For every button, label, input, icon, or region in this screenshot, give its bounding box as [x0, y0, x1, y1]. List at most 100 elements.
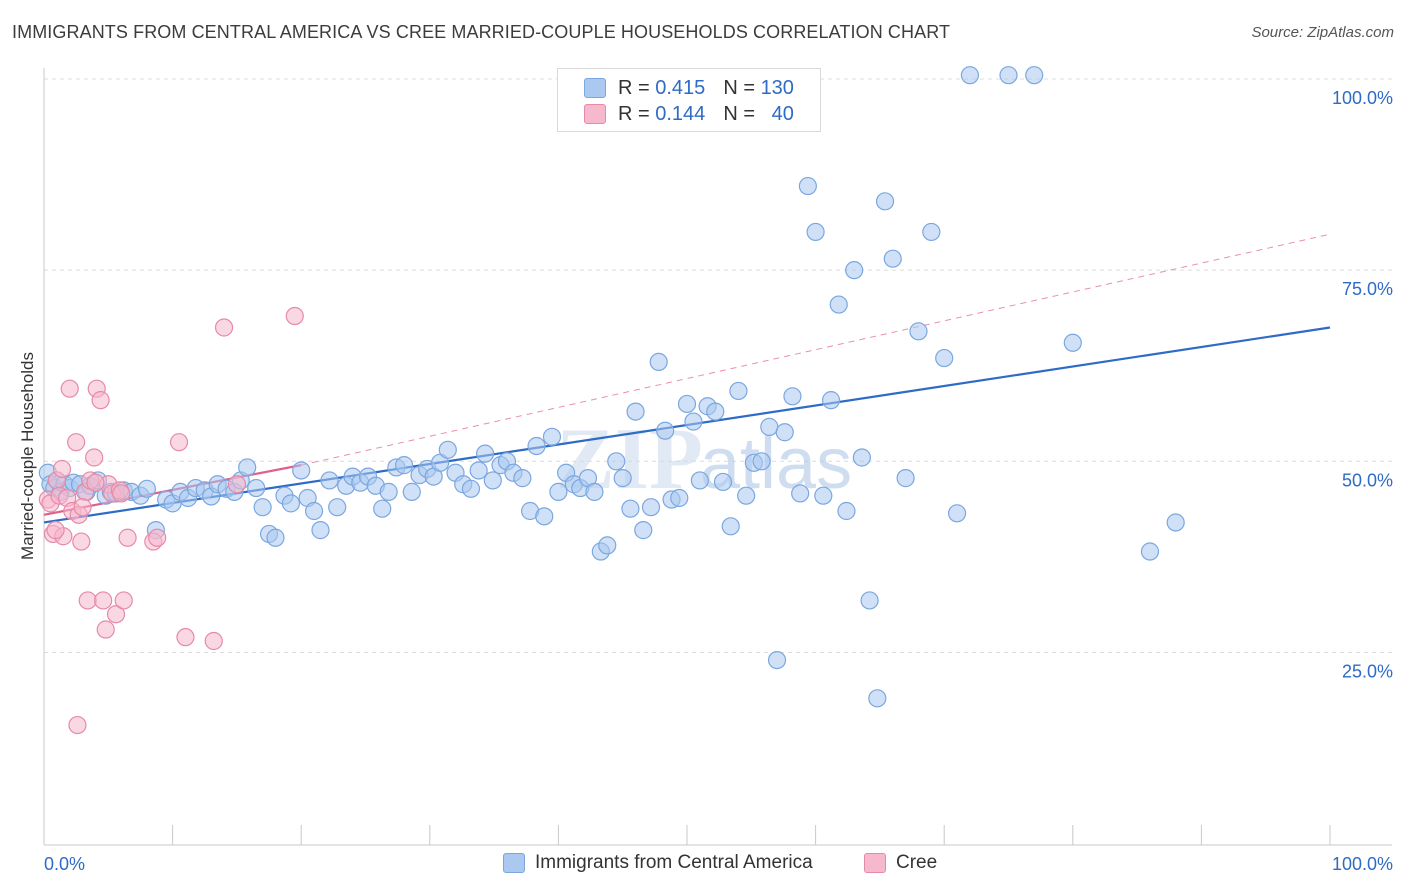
- point-central-america-40: [304, 501, 324, 521]
- point-central-america-96: [713, 472, 733, 492]
- legend-n-value: 40: [771, 102, 794, 125]
- point-central-america-64: [483, 471, 502, 490]
- point-central-america-98: [729, 381, 748, 401]
- point-central-america-120: [909, 322, 928, 341]
- point-central-america-32: [247, 478, 266, 498]
- point-cree-24: [114, 591, 133, 610]
- point-central-america-126: [1025, 66, 1044, 85]
- point-central-america-33: [253, 498, 272, 517]
- point-cree-32: [227, 475, 246, 494]
- series-name: Immigrants from Central America: [535, 852, 813, 873]
- point-central-america-53: [402, 482, 421, 501]
- point-central-america-112: [837, 501, 856, 521]
- point-cree-13: [78, 591, 97, 610]
- point-central-america-129: [1166, 513, 1185, 532]
- correlation-legend: R = 0.415 N = 130 R = 0.144 N = 40: [557, 68, 821, 132]
- point-cree-35: [52, 459, 72, 479]
- point-central-america-92: [684, 412, 703, 431]
- legend-r-value: 0.144: [655, 102, 706, 125]
- point-central-america-93: [690, 471, 709, 490]
- point-central-america-52: [394, 456, 414, 475]
- point-central-america-38: [292, 461, 311, 480]
- point-cree-31: [214, 318, 234, 337]
- point-cree-17: [91, 391, 110, 410]
- point-cree-18: [94, 591, 113, 610]
- point-central-america-105: [783, 387, 802, 406]
- point-central-america-111: [829, 295, 848, 314]
- series-legend: Immigrants from Central America Cree: [0, 852, 1406, 878]
- legend-r-value: 0.415: [655, 76, 706, 99]
- point-central-america-106: [791, 484, 810, 503]
- point-central-america-63: [475, 444, 495, 463]
- legend-row-pink: R = 0.144 N = 40: [584, 102, 794, 126]
- point-central-america-62: [469, 461, 488, 480]
- point-central-america-50: [379, 482, 398, 501]
- point-central-america-125: [999, 66, 1018, 85]
- y-tick-label-3: 100.0%: [1332, 88, 1393, 108]
- point-central-america-35: [266, 528, 285, 547]
- series-legend-item-blue: Immigrants from Central America: [503, 852, 813, 874]
- point-cree-15: [85, 448, 104, 467]
- point-central-america-110: [821, 391, 841, 410]
- legend-row-blue: R = 0.415 N = 130: [584, 76, 794, 100]
- point-central-america-70: [527, 436, 546, 456]
- legend-n-label: N =: [723, 102, 755, 125]
- point-central-america-114: [852, 448, 871, 467]
- x-tick-label-0: 0.0%: [44, 854, 85, 874]
- point-central-america-91: [677, 394, 697, 414]
- point-cree-29: [176, 628, 195, 647]
- legend-n-value: 130: [760, 76, 794, 99]
- point-central-america-81: [607, 452, 626, 471]
- point-central-america-119: [896, 469, 915, 488]
- point-cree-33: [285, 306, 304, 326]
- point-central-america-127: [1063, 333, 1082, 352]
- point-central-america-84: [626, 402, 645, 421]
- point-central-america-128: [1140, 542, 1160, 561]
- point-central-america-80: [598, 536, 617, 555]
- series-swatch-blue: [503, 853, 525, 873]
- legend-n-label: N =: [723, 76, 755, 99]
- point-cree-39: [112, 484, 131, 503]
- grid-lines: [44, 78, 1392, 653]
- source-label: Source: ZipAtlas.com: [1251, 24, 1394, 41]
- point-central-america-118: [883, 249, 902, 268]
- point-central-america-101: [752, 452, 771, 471]
- point-cree-9: [67, 433, 86, 452]
- y-tick-label-2: 75.0%: [1342, 279, 1393, 299]
- point-central-america-109: [814, 486, 833, 505]
- point-central-america-95: [706, 402, 725, 421]
- point-central-america-99: [737, 486, 756, 505]
- point-cree-38: [86, 473, 105, 492]
- point-central-america-31: [238, 458, 257, 477]
- point-cree-27: [148, 528, 167, 547]
- data-points: [38, 66, 1185, 735]
- point-central-america-123: [947, 504, 967, 523]
- point-central-america-90: [670, 488, 689, 508]
- point-central-america-18: [137, 479, 156, 498]
- point-cree-19: [96, 620, 115, 639]
- point-central-america-88: [656, 421, 675, 440]
- point-cree-30: [204, 631, 223, 651]
- point-central-america-121: [922, 222, 941, 242]
- point-central-america-82: [613, 469, 632, 488]
- point-central-america-68: [513, 469, 532, 488]
- point-central-america-61: [461, 479, 481, 498]
- point-cree-36: [73, 498, 92, 517]
- point-central-america-87: [649, 352, 668, 372]
- point-central-america-58: [438, 440, 457, 459]
- legend-r-label: R =: [618, 76, 650, 99]
- point-cree-7: [60, 379, 79, 398]
- point-central-america-72: [542, 427, 562, 446]
- point-cree-34: [68, 715, 87, 735]
- series-name: Cree: [896, 852, 938, 873]
- axes: [43, 68, 1392, 846]
- legend-swatch-blue: [584, 78, 606, 98]
- chart-title: IMMIGRANTS FROM CENTRAL AMERICA VS CREE …: [12, 22, 951, 42]
- point-central-america-41: [311, 521, 330, 540]
- series-legend-item-pink: Cree: [864, 852, 937, 874]
- point-central-america-37: [281, 494, 301, 513]
- point-central-america-78: [585, 482, 604, 501]
- point-central-america-115: [860, 591, 879, 610]
- point-central-america-124: [960, 66, 980, 85]
